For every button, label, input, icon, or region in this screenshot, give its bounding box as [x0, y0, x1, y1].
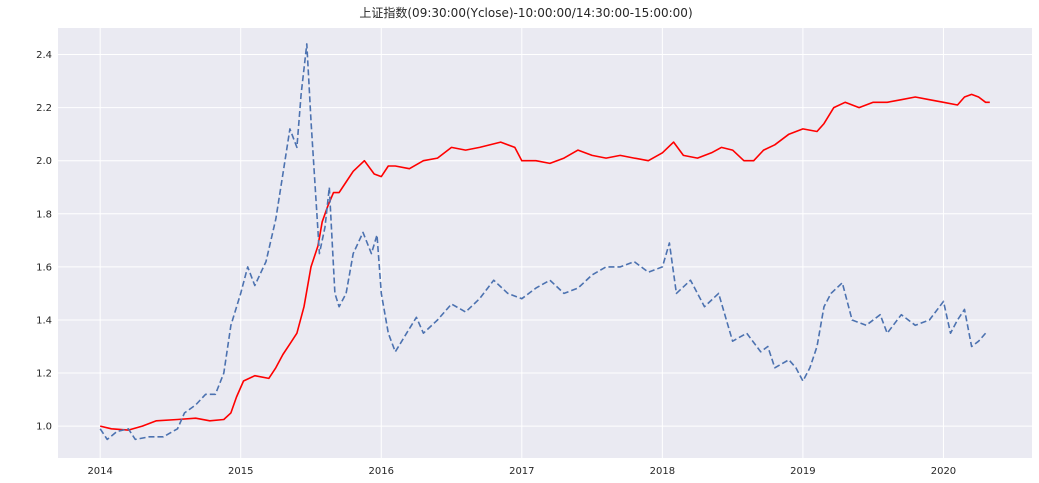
- x-tick-label: 2019: [790, 466, 815, 477]
- x-tick-label: 2015: [228, 466, 253, 477]
- y-tick-label: 1.0: [36, 422, 52, 433]
- x-tick-labels: 2014 2015 2016 2017 2018 2019 2020: [87, 466, 956, 477]
- x-tick-label: 2018: [650, 466, 675, 477]
- x-tick-label: 2020: [931, 466, 956, 477]
- y-tick-label: 2.2: [36, 103, 52, 114]
- y-tick-label: 1.4: [36, 315, 52, 326]
- y-tick-labels: 1.0 1.2 1.4 1.6 1.8 2.0 2.2 2.4: [36, 50, 52, 433]
- y-tick-label: 1.2: [36, 369, 52, 380]
- chart-title: 上证指数(09:30:00(Yclose)-10:00:00/14:30:00-…: [359, 5, 692, 20]
- series-group: [99, 43, 990, 441]
- x-tick-label: 2016: [369, 466, 394, 477]
- grid-lines: [58, 28, 1032, 458]
- plot-area: [58, 28, 1032, 458]
- x-tick-label: 2017: [509, 466, 534, 477]
- series-line-2: [99, 43, 987, 441]
- y-tick-label: 2.4: [36, 50, 52, 61]
- y-tick-label: 2.0: [36, 156, 52, 167]
- y-tick-label: 1.6: [36, 262, 52, 273]
- series-line-1: [100, 93, 990, 431]
- y-tick-label: 1.8: [36, 209, 52, 220]
- x-tick-label: 2014: [87, 466, 112, 477]
